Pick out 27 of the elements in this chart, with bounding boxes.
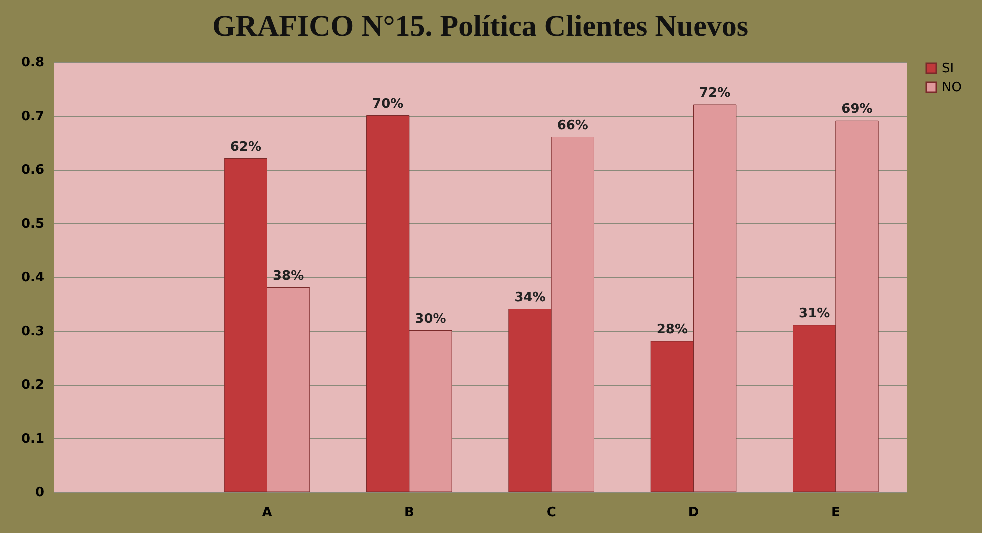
x-tick-label: D — [688, 506, 700, 520]
data-label: 28% — [656, 322, 688, 338]
x-tick-label: A — [262, 506, 272, 520]
y-tick-label: 0.4 — [21, 270, 44, 286]
x-tick-label: E — [831, 506, 840, 520]
data-label: 38% — [273, 268, 304, 284]
y-tick-label: 0.2 — [21, 378, 44, 393]
y-tick-label: 0.5 — [21, 216, 44, 232]
y-tick-label: 0.1 — [21, 432, 44, 447]
data-label: 31% — [799, 306, 830, 322]
data-label: 72% — [700, 86, 731, 101]
legend-label: SI — [942, 62, 954, 76]
y-tick-label: 0 — [35, 486, 44, 500]
legend-label: NO — [942, 80, 962, 96]
y-tick-label: 0.6 — [21, 163, 44, 178]
x-tick-label: C — [546, 506, 556, 520]
chart-title: GRAFICO N°15. Política Clientes Nuevos — [212, 10, 749, 43]
x-tick-label: B — [404, 506, 414, 520]
y-tick-label: 0.7 — [21, 109, 44, 124]
data-label: 30% — [415, 312, 446, 327]
data-label: 62% — [230, 140, 262, 155]
y-tick-label: 0.3 — [21, 324, 44, 340]
data-label: 70% — [372, 96, 404, 112]
data-label: 69% — [842, 102, 873, 118]
data-label: 66% — [557, 118, 588, 134]
data-label: 34% — [514, 290, 546, 306]
y-tick-label: 0.8 — [21, 56, 44, 70]
